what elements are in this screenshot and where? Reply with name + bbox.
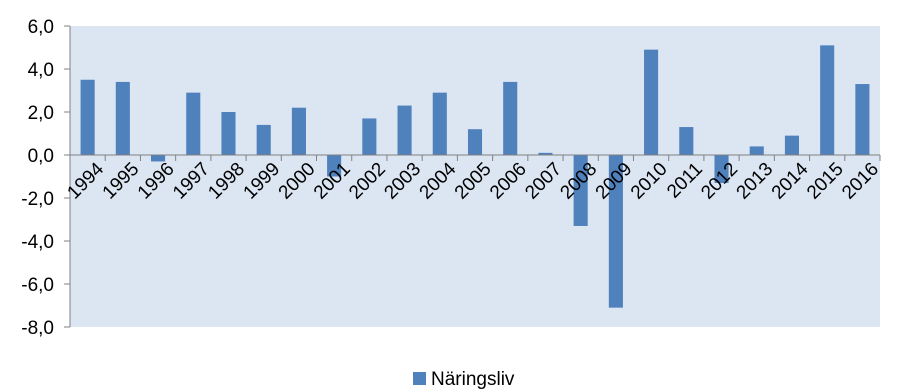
bar-2007 [538,152,553,155]
bars-group [80,45,870,308]
bar-2000 [291,107,306,155]
bar-1994 [80,79,95,155]
y-tick-label: -8,0 [21,318,54,339]
bar-2010 [644,49,659,155]
y-axis-ticks: 6,0 4,0 2,0 0,0 -2,0 -4,0 -6,0 -8,0 [21,17,70,339]
bar-2012 [714,155,729,183]
legend-label: Näringsliv [431,369,515,390]
bar-1999 [256,124,271,155]
y-tick-label: 2,0 [28,103,54,124]
bar-2015 [820,45,835,155]
y-tick-label: 4,0 [28,60,54,81]
y-tick-label: -6,0 [21,275,54,296]
plot-area-background [70,26,880,327]
legend: Näringsliv [413,369,515,390]
legend-swatch [413,372,426,385]
bar-2013 [749,146,764,155]
bar-2004 [432,92,447,155]
bar-1998 [221,112,236,155]
bar-2014 [784,135,799,155]
y-tick-label: 6,0 [28,17,54,38]
y-tick-label: -2,0 [21,189,54,210]
bar-2005 [467,129,483,155]
y-tick-label: 0,0 [28,146,54,167]
bar-1996 [151,155,166,162]
bar-2008 [573,155,588,226]
y-tick-label: -4,0 [21,232,54,253]
bar-2001 [327,155,342,177]
bar-2002 [362,118,377,155]
bar-1997 [186,92,201,155]
bar-2011 [679,127,694,155]
bar-1995 [115,81,130,155]
bar-2016 [855,84,870,155]
bar-2006 [503,81,518,155]
bar-2003 [397,105,412,155]
bar-2009 [608,155,623,308]
